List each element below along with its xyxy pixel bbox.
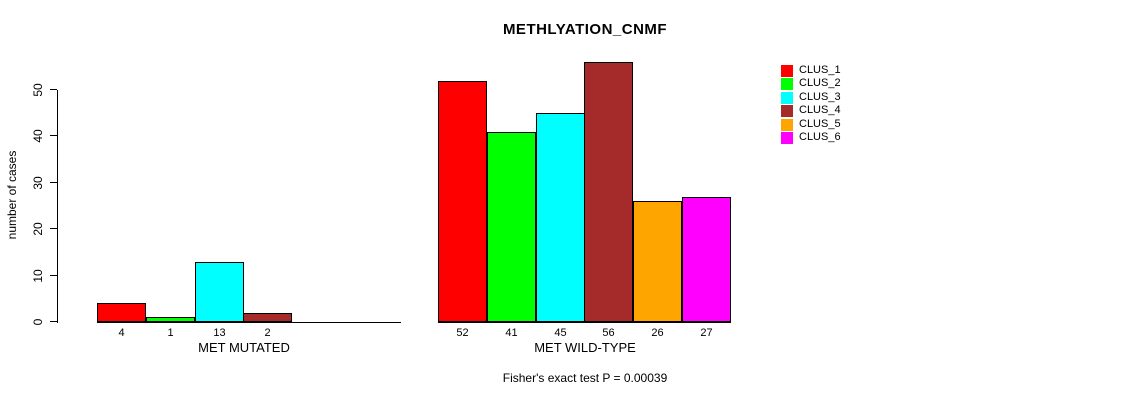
fisher-test-annotation: Fisher's exact test P = 0.00039 [502, 371, 668, 385]
legend-label: CLUS_5 [799, 118, 841, 130]
legend-item: CLUS_5 [781, 118, 841, 131]
bar-value-label: 56 [602, 327, 615, 339]
legend-label: CLUS_4 [799, 104, 841, 116]
bar-clus_2 [487, 132, 536, 322]
y-tick-label: 0 [31, 318, 45, 326]
legend-label: CLUS_1 [799, 64, 841, 76]
bar-value-label: 1 [167, 327, 174, 339]
legend-item: CLUS_4 [781, 104, 841, 117]
legend-label: CLUS_6 [799, 131, 841, 143]
legend-swatch-clus_2 [781, 77, 793, 90]
legend-item: CLUS_2 [781, 77, 841, 90]
legend-swatch-clus_1 [781, 64, 793, 77]
bar-value-label: 2 [264, 327, 271, 339]
x-axis-baseline [97, 322, 401, 323]
x-axis-baseline [438, 322, 731, 323]
legend-swatch-clus_6 [781, 131, 793, 144]
y-tick [50, 321, 57, 322]
bar-value-label: 45 [554, 327, 567, 339]
y-tick [50, 275, 57, 276]
bar-value-label: 26 [651, 327, 664, 339]
x-axis-group-label-met-mutated: MET MUTATED [198, 340, 290, 355]
bar-value-label: 52 [456, 327, 469, 339]
bar-clus_5 [633, 201, 682, 322]
legend-item: CLUS_1 [781, 64, 841, 77]
legend-swatch-clus_5 [781, 118, 793, 131]
chart-title: METHLYATION_CNMF [502, 21, 668, 38]
bar-clus_4 [243, 313, 292, 322]
bar-clus_3 [195, 262, 244, 322]
legend-item: CLUS_3 [781, 91, 841, 104]
bar-value-label: 4 [118, 327, 125, 339]
y-tick [50, 182, 57, 183]
bar-clus_4 [584, 62, 633, 322]
y-tick-label: 40 [31, 129, 45, 143]
bar-clus_2 [146, 317, 195, 322]
y-axis-label: number of cases [5, 150, 19, 240]
y-axis-line [57, 90, 58, 323]
x-axis-group-label-met-wild-type: MET WILD-TYPE [534, 340, 636, 355]
bar-value-label: 13 [213, 327, 226, 339]
legend-label: CLUS_2 [799, 77, 841, 89]
y-tick [50, 135, 57, 136]
y-tick-label: 10 [31, 269, 45, 283]
y-tick [50, 228, 57, 229]
legend-swatch-clus_3 [781, 91, 793, 104]
bar-value-label: 41 [505, 327, 518, 339]
legend-swatch-clus_4 [781, 104, 793, 117]
bar-clus_1 [438, 81, 487, 322]
y-tick-label: 50 [31, 83, 45, 97]
bar-clus_3 [536, 113, 585, 322]
y-tick-label: 30 [31, 176, 45, 190]
bar-clus_1 [97, 303, 146, 322]
legend-item: CLUS_6 [781, 131, 841, 144]
bar-value-label: 27 [700, 327, 713, 339]
bar-clus_6 [682, 197, 731, 322]
legend-label: CLUS_3 [799, 91, 841, 103]
y-tick [50, 89, 57, 90]
y-tick-label: 20 [31, 222, 45, 236]
